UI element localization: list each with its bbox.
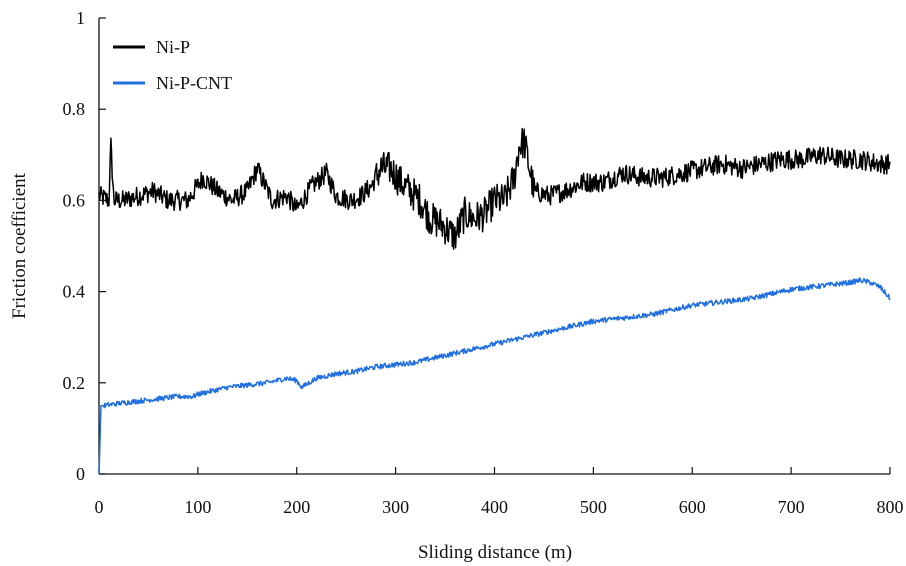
y-tick-label: 0 — [76, 464, 85, 484]
x-tick-label: 100 — [184, 497, 211, 517]
y-tick-label: 1 — [76, 8, 85, 28]
axes: 0 0.2 0.4 0.6 0.8 1 0 100 200 300 400 500 600 700 800 — [63, 8, 904, 517]
y-tick-label: 0.8 — [63, 99, 86, 119]
x-tick-label: 300 — [382, 497, 409, 517]
legend-label: Ni-P — [156, 37, 190, 57]
y-axis-title: Friction coefficient — [9, 172, 30, 319]
x-tick-label: 0 — [95, 497, 104, 517]
x-tick-label: 800 — [877, 497, 904, 517]
y-tick-label: 0.4 — [63, 282, 86, 302]
x-tick-label: 600 — [679, 497, 706, 517]
legend-label: Ni-P-CNT — [156, 73, 232, 93]
y-tick-label: 0.6 — [63, 190, 86, 210]
series-layer — [98, 127, 891, 475]
x-tick-label: 500 — [580, 497, 607, 517]
legend: Ni-P Ni-P-CNT — [113, 37, 232, 93]
x-axis-title: Sliding distance (m) — [418, 542, 572, 563]
series-line-ni-p — [98, 127, 891, 250]
x-tick-label: 700 — [778, 497, 805, 517]
x-tick-label: 200 — [283, 497, 310, 517]
y-tick-label: 0.2 — [63, 373, 86, 393]
series-line-ni-p-cnt — [98, 277, 891, 475]
x-tick-label: 400 — [481, 497, 508, 517]
